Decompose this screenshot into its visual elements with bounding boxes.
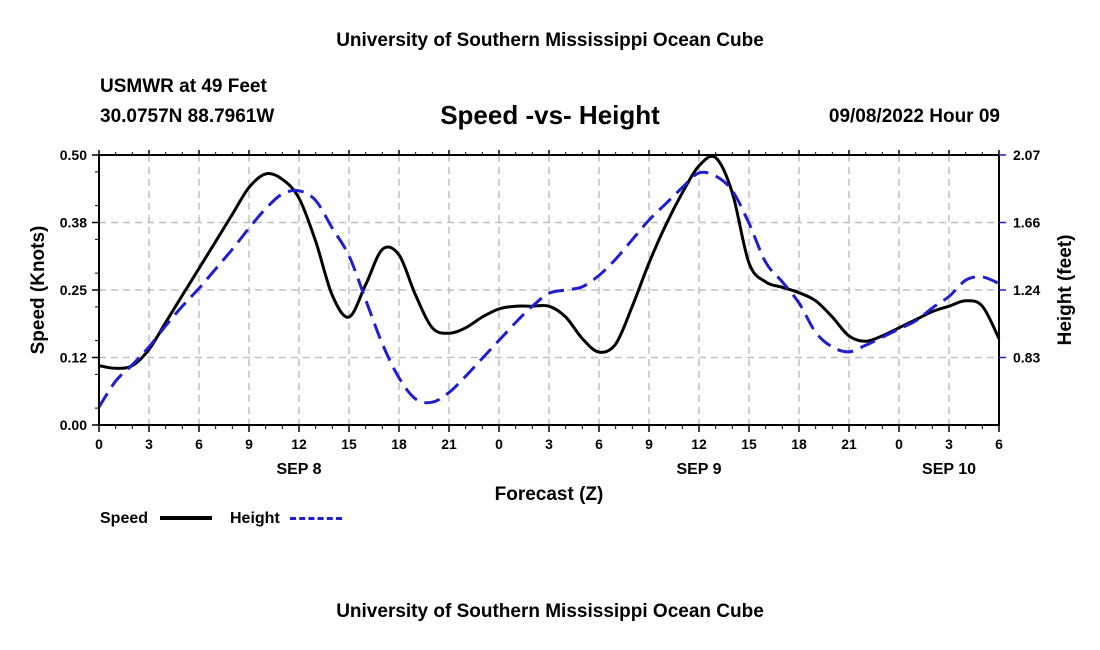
grid-lines [99, 154, 999, 425]
x-tick-label: 18 [791, 436, 807, 452]
legend-speed-swatch [160, 516, 212, 520]
series-line-height [97, 170, 1000, 408]
date-label: SEP 9 [676, 461, 721, 478]
y-left-axis-title: Speed (Knots) [28, 226, 49, 355]
x-tick-label: 6 [995, 436, 1003, 452]
x-tick-label: 3 [945, 436, 953, 452]
x-tick-label: 21 [841, 436, 857, 452]
x-tick-label: 12 [291, 436, 307, 452]
y-left-tick-label: 0.25 [60, 282, 87, 298]
x-tick-label: 9 [245, 436, 253, 452]
page-title-top: University of Southern Mississippi Ocean… [336, 30, 764, 51]
y-right-axis-title: Height (feet) [1055, 235, 1076, 346]
axis-ticks [92, 150, 1006, 432]
legend-speed-label: Speed [100, 510, 149, 527]
y-left-tick-label: 0.00 [60, 417, 87, 433]
x-tick-label: 3 [145, 436, 153, 452]
x-tick-label: 0 [895, 436, 903, 452]
y-right-tick-label: 1.66 [1013, 215, 1040, 231]
axis-labels: 0 3 6 9 12 15 18 21 0 3 6 9 12 15 18 21 0 3 6 SEP 8 SEP 9 SEP… [28, 147, 1076, 505]
chart-title: Speed -vs- Height [440, 100, 660, 130]
y-right-tick-label: 0.83 [1013, 350, 1040, 366]
date-label: SEP 8 [276, 461, 321, 478]
x-tick-label: 15 [341, 436, 357, 452]
y-left-tick-label: 0.50 [60, 147, 87, 163]
y-left-tick-label: 0.12 [60, 350, 87, 366]
date-hour-label: 09/08/2022 Hour 09 [828, 106, 1000, 127]
y-right-tick-label: 2.07 [1013, 147, 1040, 163]
station-label: USMWR at 49 Feet [100, 76, 267, 97]
legend-height-label: Height [230, 510, 280, 527]
series-layer [97, 154, 1001, 408]
y-right-tick-label: 1.24 [1013, 282, 1040, 298]
x-tick-label: 0 [95, 436, 103, 452]
y-left-tick-label: 0.38 [60, 215, 87, 231]
x-tick-label: 9 [645, 436, 653, 452]
x-tick-label: 6 [195, 436, 203, 452]
speed-height-chart: 0 3 6 9 12 15 18 21 0 3 6 9 12 15 18 21 0 3 6 SEP 8 SEP 9 SEP… [28, 147, 1076, 505]
x-tick-label: 15 [741, 436, 757, 452]
x-tick-label: 18 [391, 436, 407, 452]
coordinates-label: 30.0757N 88.7961W [100, 106, 275, 127]
legend-height-swatch [290, 517, 342, 520]
x-tick-label: 0 [495, 436, 503, 452]
date-label: SEP 10 [922, 461, 976, 478]
page-title-bottom: University of Southern Mississippi Ocean… [336, 601, 764, 622]
x-tick-label: 21 [441, 436, 457, 452]
x-axis-title: Forecast (Z) [495, 484, 604, 505]
x-tick-label: 6 [595, 436, 603, 452]
x-tick-label: 3 [545, 436, 553, 452]
x-tick-label: 12 [691, 436, 707, 452]
series-line-speed [98, 154, 1001, 370]
